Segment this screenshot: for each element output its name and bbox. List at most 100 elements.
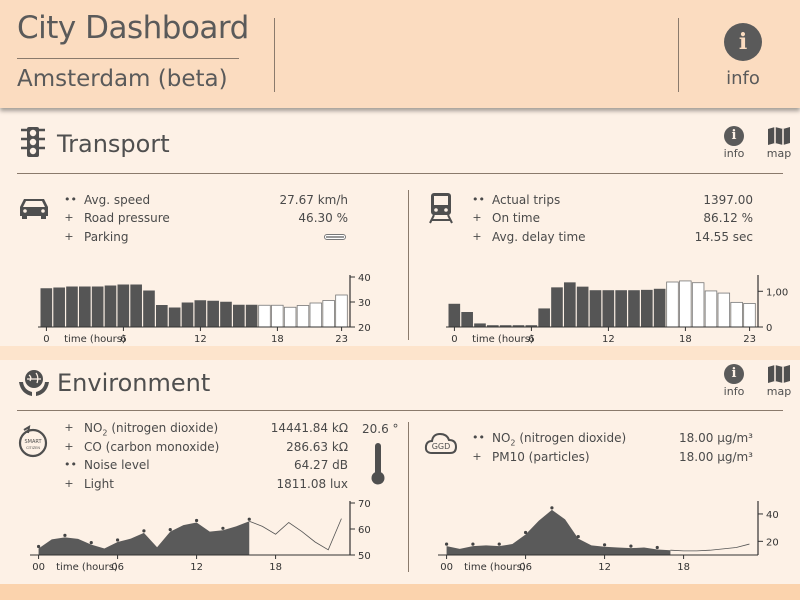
data-bar xyxy=(91,286,104,327)
info-label: info xyxy=(723,147,745,160)
header-separator xyxy=(678,18,679,92)
info-label: info xyxy=(723,385,745,398)
x-tick-label: 23 xyxy=(335,334,348,345)
row-label: Light xyxy=(84,477,114,491)
co-value: 286.63 kΩ xyxy=(286,440,348,454)
x-tick-label: 06 xyxy=(111,562,124,573)
forecast-bar xyxy=(258,304,271,328)
data-bar xyxy=(207,300,219,327)
data-bar xyxy=(40,288,53,327)
data-bar xyxy=(589,290,602,327)
data-bar xyxy=(448,303,461,327)
y-tick-label: 0 xyxy=(766,323,772,334)
x-tick-label: 23 xyxy=(743,334,756,345)
x-tick-label: 18 xyxy=(271,334,284,345)
cloud-ggd-icon: GGD xyxy=(424,432,458,454)
x-tick-label: 00 xyxy=(32,562,45,573)
map-label: map xyxy=(766,385,792,398)
parking-row[interactable]: + Parking xyxy=(64,229,348,245)
transport-section: Transport i info map •• Avg. speed 27.67… xyxy=(0,110,800,346)
transport-map-button[interactable]: map xyxy=(764,126,794,160)
loading-icon xyxy=(324,234,346,240)
car-icon xyxy=(20,199,48,219)
smart-citizen-icon: SMART CITIZEN xyxy=(18,425,48,458)
data-point xyxy=(602,543,607,547)
app-title: City Dashboard xyxy=(17,10,249,46)
expand-icon[interactable]: + xyxy=(472,230,482,243)
actual-trips-chart: 0 1,000 0 6 12 18 23 time (hours) xyxy=(446,275,788,345)
x-tick-label: 12 xyxy=(602,334,615,345)
forecast-bar xyxy=(283,306,297,328)
road-pressure-row[interactable]: + Road pressure 46.30 % xyxy=(64,210,348,226)
on-time-row[interactable]: + On time 86.12 % xyxy=(472,210,753,226)
x-tick-label: 18 xyxy=(679,334,692,345)
globe-hands-icon xyxy=(19,370,49,396)
map-icon[interactable] xyxy=(767,364,791,384)
co-row[interactable]: + CO (carbon monoxide) 286.63 kΩ xyxy=(64,439,348,455)
noise-level-row: •• Noise level 64.27 dB xyxy=(64,457,348,473)
ggd-badge: GGD xyxy=(432,442,451,451)
forecast-bar xyxy=(691,282,705,328)
data-bar xyxy=(615,290,627,327)
info-button-label[interactable]: info xyxy=(726,68,760,89)
app-header: City Dashboard Amsterdam (beta) i info xyxy=(0,0,800,108)
data-bar xyxy=(220,301,232,327)
expand-icon[interactable]: + xyxy=(64,211,74,224)
data-bar xyxy=(181,302,194,327)
map-icon[interactable] xyxy=(767,126,791,146)
data-bar xyxy=(653,288,666,327)
forecast-bar xyxy=(743,303,756,328)
train-icon xyxy=(429,193,453,224)
forecast-bar xyxy=(296,305,310,328)
y-tick-label: 40 xyxy=(358,273,371,284)
x-tick-label: 0 xyxy=(451,334,457,345)
data-bar xyxy=(130,284,142,327)
avg-delay-value: 14.55 sec xyxy=(694,230,753,244)
environment-title: Environment xyxy=(57,369,211,397)
section-band xyxy=(0,346,800,360)
forecast-bar xyxy=(271,304,284,328)
expand-icon[interactable]: + xyxy=(472,450,482,463)
x-tick-label: 06 xyxy=(519,562,532,573)
data-point xyxy=(221,526,225,530)
y-tick-label: 40 xyxy=(766,510,779,521)
expand-icon[interactable]: + xyxy=(472,211,482,224)
expand-icon[interactable]: + xyxy=(64,477,74,490)
info-icon[interactable]: i xyxy=(724,23,762,61)
expand-icon[interactable]: + xyxy=(64,421,74,434)
noise-level-value: 64.27 dB xyxy=(293,458,348,472)
x-tick-label: 18 xyxy=(677,562,690,573)
expand-icon[interactable]: + xyxy=(64,230,74,243)
light-row[interactable]: + Light 1811.08 lux xyxy=(64,476,348,492)
row-label: Parking xyxy=(84,230,129,244)
y-tick-label: 30 xyxy=(358,298,371,309)
environment-info-button[interactable]: i info xyxy=(719,364,749,398)
avg-delay-row[interactable]: + Avg. delay time 14.55 sec xyxy=(472,229,753,245)
pm10-row[interactable]: + PM10 (particles) 18.00 μg/m³ xyxy=(472,449,753,465)
data-bar xyxy=(551,287,563,327)
x-tick-label: 12 xyxy=(190,562,203,573)
y-tick-label: 70 xyxy=(358,499,371,510)
environment-map-button[interactable]: map xyxy=(764,364,794,398)
data-bar xyxy=(474,323,486,327)
no2-sensor-row[interactable]: + NO2 (nitrogen dioxide) 14441.84 kΩ xyxy=(64,420,348,437)
data-bar xyxy=(487,325,499,327)
avg-speed-chart: 20 30 40 0 6 12 18 23 time (hours) xyxy=(38,273,371,345)
row-label: NO2 (nitrogen dioxide) xyxy=(492,431,627,448)
no2-ggd-value: 18.00 μg/m³ xyxy=(679,431,753,445)
section-divider xyxy=(17,173,783,174)
transport-info-button[interactable]: i info xyxy=(719,126,749,160)
y-tick-label: 50 xyxy=(358,551,371,562)
data-point xyxy=(115,538,120,542)
data-point xyxy=(142,529,146,533)
data-point xyxy=(523,530,528,535)
data-bar xyxy=(156,305,168,327)
expand-icon[interactable]: + xyxy=(64,440,74,453)
info-icon[interactable]: i xyxy=(724,126,744,146)
light-value: 1811.08 lux xyxy=(276,477,348,491)
data-point xyxy=(194,518,199,523)
data-bar xyxy=(233,304,245,327)
section-divider xyxy=(17,410,783,411)
info-icon[interactable]: i xyxy=(724,364,744,384)
x-axis-label: time (hours) xyxy=(464,562,526,573)
